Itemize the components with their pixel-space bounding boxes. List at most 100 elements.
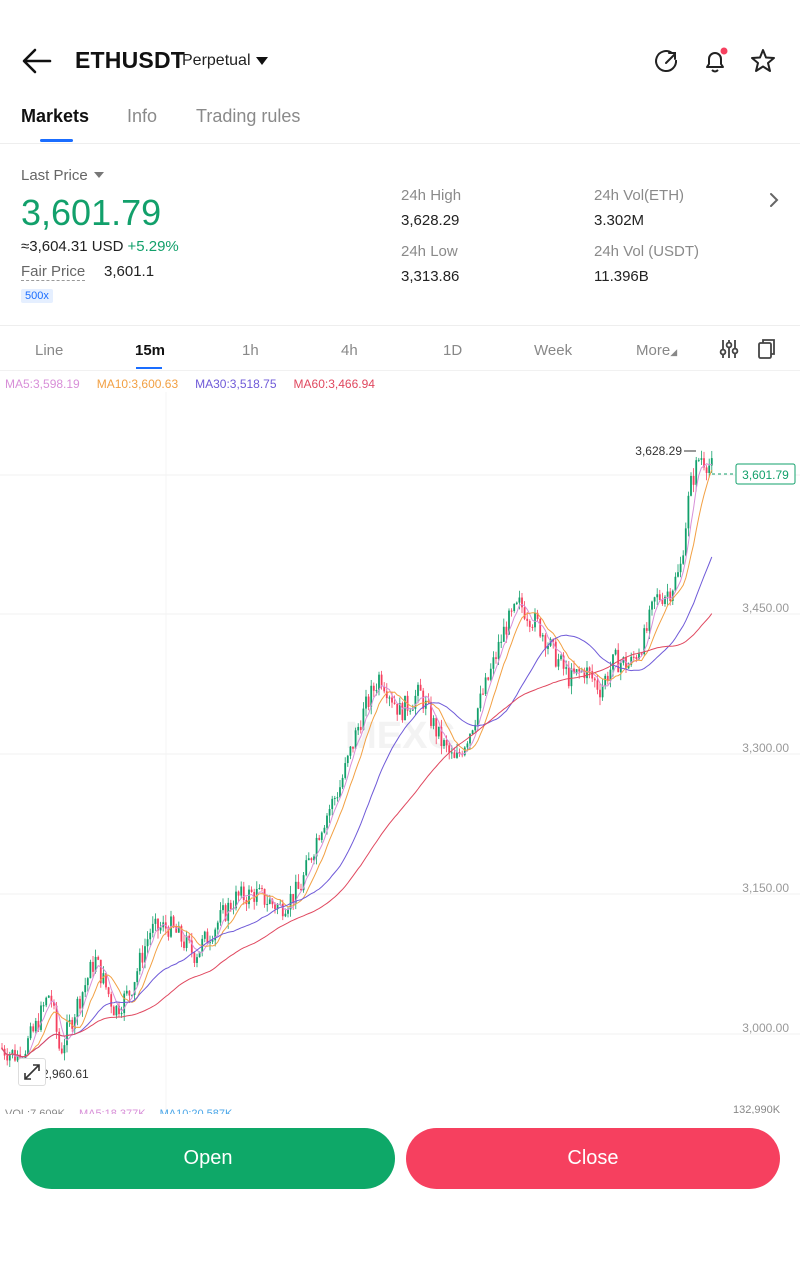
tab-markets[interactable]: Markets (21, 106, 90, 126)
candle-body (539, 618, 542, 637)
star-icon[interactable] (748, 46, 778, 76)
candle-body (289, 893, 292, 910)
chart-mode-icon[interactable] (755, 337, 779, 361)
header-bar: ETHUSDT Perpetual (0, 30, 800, 92)
candle-body (120, 1013, 123, 1015)
candle-body (216, 922, 219, 930)
candle-body (612, 654, 614, 670)
candle-body (112, 1006, 115, 1016)
candle-body (297, 881, 300, 889)
candle-body (666, 591, 669, 597)
candle-body (471, 730, 474, 734)
candle-body (63, 1045, 66, 1054)
low-marker: 2,960.61 (42, 1067, 89, 1081)
volume-legend: VOL:7,609K MA5:18,377K MA10:20,587K (5, 1108, 232, 1114)
candle-body (292, 893, 295, 903)
price-chart[interactable]: MEXC 3,450.00 3,300.00 3,150.00 3,000.00… (0, 392, 800, 1114)
vol-ma5-label: MA5:18,377K (78, 1108, 146, 1114)
candle-body (495, 657, 497, 659)
candle-body (99, 959, 102, 984)
candle-body (125, 990, 128, 994)
fair-price-label[interactable]: Fair Price (21, 263, 86, 281)
candle-body (29, 1026, 32, 1039)
candle-body (479, 693, 482, 709)
candle-body (58, 1031, 61, 1049)
last-price-selector[interactable]: Last Price (21, 167, 104, 184)
candle-body (333, 798, 336, 800)
candle-body (206, 931, 209, 944)
candle-body (489, 668, 492, 680)
candle-body (60, 1048, 63, 1054)
tf-4h[interactable]: 4h (341, 342, 358, 359)
candle-body (567, 667, 570, 687)
candle-body (240, 886, 243, 896)
candle-body (424, 700, 427, 709)
candle-body (266, 903, 269, 905)
back-arrow-icon[interactable] (18, 44, 56, 78)
tab-info[interactable]: Info (127, 106, 158, 126)
close-button[interactable]: Close (406, 1128, 780, 1189)
candle-body (463, 747, 466, 756)
tf-more-label: More (636, 342, 671, 359)
open-button[interactable]: Open (21, 1128, 395, 1189)
bell-icon[interactable] (700, 46, 730, 76)
candle-body (448, 745, 451, 753)
candle-body (123, 993, 126, 1014)
candle-body (630, 656, 633, 665)
candle-body (401, 703, 404, 721)
share-refresh-icon[interactable] (652, 46, 682, 76)
candle-body (619, 662, 622, 673)
candle-body (391, 697, 393, 703)
high-24h-value: 3,628.29 (401, 212, 460, 229)
candle-body (484, 677, 487, 694)
chevron-right-icon[interactable] (764, 190, 784, 210)
tf-15m[interactable]: 15m (135, 342, 166, 359)
tf-1h[interactable]: 1h (242, 342, 259, 359)
candle-body (105, 973, 107, 988)
candle-body (430, 702, 432, 726)
ma5-line (1, 463, 712, 1060)
contract-type-selector[interactable]: Perpetual (182, 52, 269, 70)
section-tabs: Markets Info Trading rules (0, 92, 800, 144)
candle-body (562, 655, 565, 669)
candle-body (692, 475, 695, 485)
candle-body (357, 726, 360, 731)
symbol-title[interactable]: ETHUSDT (75, 47, 186, 73)
candle-body (352, 746, 354, 749)
candle-body (183, 941, 185, 948)
candle-body (37, 1020, 40, 1030)
candle-body (669, 591, 672, 601)
y-tick-label: 3,300.00 (742, 741, 789, 755)
candle-body (521, 597, 523, 608)
indicator-settings-icon[interactable] (717, 337, 741, 361)
candle-body (661, 600, 664, 604)
expand-chart-icon[interactable] (18, 1058, 46, 1086)
candle-body (341, 777, 344, 788)
candle-body (76, 998, 79, 1018)
ma5-label: MA5:3,598.19 (5, 377, 80, 391)
candle-body (526, 618, 529, 621)
candle-body (190, 940, 193, 953)
tf-1d[interactable]: 1D (443, 342, 463, 359)
candle-body (250, 889, 253, 892)
candle-body (172, 916, 175, 927)
candle-body (476, 708, 479, 725)
tf-more[interactable]: More◢ (636, 342, 677, 359)
tf-week[interactable]: Week (534, 342, 573, 359)
candle-body (393, 702, 396, 704)
candle-body (531, 626, 534, 628)
last-price-value: 3,601.79 (21, 192, 162, 233)
candle-body (435, 718, 438, 737)
vol-label: VOL:7,609K (5, 1108, 65, 1114)
tab-trading-rules[interactable]: Trading rules (196, 106, 301, 126)
candle-body (593, 678, 596, 681)
current-price-tag: 3,601.79 (742, 468, 789, 482)
candle-body (708, 465, 711, 473)
vol-usdt-label: 24h Vol (USDT) (594, 243, 700, 260)
tf-line[interactable]: Line (35, 342, 64, 359)
active-tab-indicator (40, 139, 73, 142)
candle-body (370, 685, 373, 708)
candle-body (552, 639, 555, 642)
vol-eth-label: 24h Vol(ETH) (594, 187, 685, 204)
candle-body (287, 909, 289, 914)
